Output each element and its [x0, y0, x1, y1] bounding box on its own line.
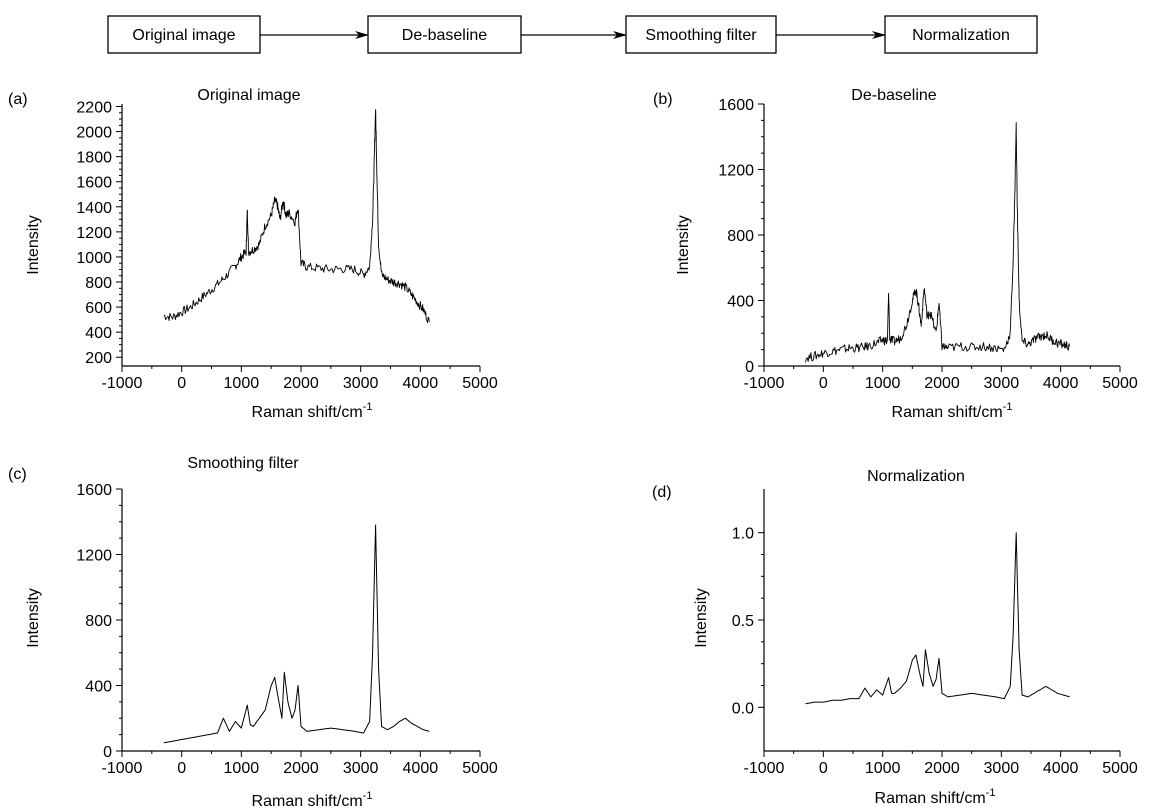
series-line-b: [805, 122, 1071, 363]
x-tick-label-d: 0: [819, 760, 828, 777]
y-tick-label-d: 0.5: [732, 613, 754, 630]
panel-label-a: (a): [8, 91, 28, 108]
panel-label-b: (b): [653, 91, 673, 108]
series-line-d: [805, 532, 1070, 705]
flow-diagram: Original image De-baseline Smoothing fil…: [107, 15, 1038, 54]
chart-title-a: Original image: [197, 87, 300, 104]
y-axis-label-a: Intensity: [25, 215, 42, 275]
x-tick-label-c: 5000: [462, 760, 498, 777]
y-tick-label-d: 1.0: [732, 526, 754, 543]
y-tick-label-b: 0: [745, 359, 754, 376]
x-tick-label-c: 1000: [224, 760, 260, 777]
y-tick-label-c: 1200: [76, 548, 112, 565]
y-tick-label-b: 1600: [718, 97, 754, 114]
y-tick-label-b: 800: [727, 228, 754, 245]
x-tick-label-b: 4000: [1043, 375, 1079, 392]
flow-label-smoothing: Smoothing filter: [645, 27, 757, 44]
x-axis-label-a: Raman shift/cm-1: [252, 401, 373, 421]
x-axis-label-c: Raman shift/cm-1: [252, 790, 373, 810]
y-tick-label-a: 600: [85, 300, 112, 317]
x-tick-label-c: 2000: [283, 760, 319, 777]
x-tick-label-c: 4000: [403, 760, 439, 777]
x-tick-label-b: 3000: [984, 375, 1020, 392]
x-tick-label-c: -1000: [102, 760, 143, 777]
y-tick-label-a: 2200: [76, 100, 112, 117]
x-tick-label-a: 3000: [343, 375, 379, 392]
chart-b: -1000 0 1000 2000 3000 4000 500004008001200160…: [718, 97, 1137, 392]
chart-d: -1000 0 1000 2000 3000 4000 5000 0.0 0.5 1.0: [732, 489, 1138, 777]
x-tick-label-d: -1000: [744, 760, 785, 777]
flow-box-debaseline: [367, 15, 522, 54]
y-tick-label-b: 1200: [718, 163, 754, 180]
y-tick-label-a: 2000: [76, 125, 112, 142]
y-tick-label-c: 0: [103, 744, 112, 761]
y-tick-label-c: 800: [85, 613, 112, 630]
y-tick-label-b: 400: [727, 294, 754, 311]
x-tick-label-d: 3000: [984, 760, 1020, 777]
y-tick-label-a: 800: [85, 275, 112, 292]
x-tick-label-d: 2000: [924, 760, 960, 777]
series-line-c: [163, 524, 430, 744]
flow-label-debaseline: De-baseline: [402, 27, 487, 44]
x-tick-label-b: 0: [819, 375, 828, 392]
chart-title-b: De-baseline: [851, 87, 936, 104]
x-tick-label-a: 0: [177, 375, 186, 392]
y-axis-label-b: Intensity: [675, 215, 692, 275]
x-axis-label-b: Raman shift/cm-1: [892, 401, 1013, 421]
x-tick-label-c: 3000: [343, 760, 379, 777]
x-tick-label-b: 5000: [1102, 375, 1138, 392]
y-tick-label-a: 1200: [76, 225, 112, 242]
y-tick-label-a: 400: [85, 325, 112, 342]
y-tick-label-c: 400: [85, 679, 112, 696]
x-tick-label-a: 1000: [224, 375, 260, 392]
flow-box-smoothing: [625, 15, 777, 54]
x-tick-label-d: 5000: [1102, 760, 1138, 777]
y-axis-label-d: Intensity: [693, 588, 710, 648]
series-line-a: [163, 109, 430, 324]
flow-label-original: Original image: [132, 27, 235, 44]
flow-box-original: [107, 15, 261, 54]
chart-c: -1000 0 1000 2000 3000 4000 500004008001200160…: [76, 482, 497, 777]
panel-label-c: (c): [8, 466, 27, 483]
chart-title-d: Normalization: [867, 468, 965, 485]
flow-label-normalization: Normalization: [912, 27, 1010, 44]
chart-title-c: Smoothing filter: [187, 455, 299, 472]
x-tick-label-b: 2000: [924, 375, 960, 392]
x-tick-label-a: 4000: [403, 375, 439, 392]
chart-a: -1000 0 1000 2000 3000 4000 5000 200 400 600 800 10…: [76, 100, 497, 392]
y-tick-label-d: 0.0: [732, 700, 754, 717]
x-tick-label-b: 1000: [865, 375, 901, 392]
flow-box-normalization: [884, 15, 1038, 54]
y-tick-label-a: 1000: [76, 250, 112, 267]
x-tick-label-b: -1000: [744, 375, 785, 392]
y-tick-label-a: 1400: [76, 200, 112, 217]
x-tick-label-c: 0: [177, 760, 186, 777]
x-tick-label-d: 1000: [865, 760, 901, 777]
x-tick-label-a: 2000: [283, 375, 319, 392]
y-tick-label-a: 200: [85, 350, 112, 367]
x-tick-label-a: 5000: [462, 375, 498, 392]
x-axis-label-d: Raman shift/cm-1: [875, 787, 996, 807]
x-tick-label-d: 4000: [1043, 760, 1079, 777]
y-tick-label-a: 1800: [76, 150, 112, 167]
y-tick-label-c: 1600: [76, 482, 112, 499]
panel-label-d: (d): [652, 484, 672, 501]
y-tick-label-a: 1600: [76, 175, 112, 192]
x-tick-label-a: -1000: [102, 375, 143, 392]
y-axis-label-c: Intensity: [25, 588, 42, 648]
